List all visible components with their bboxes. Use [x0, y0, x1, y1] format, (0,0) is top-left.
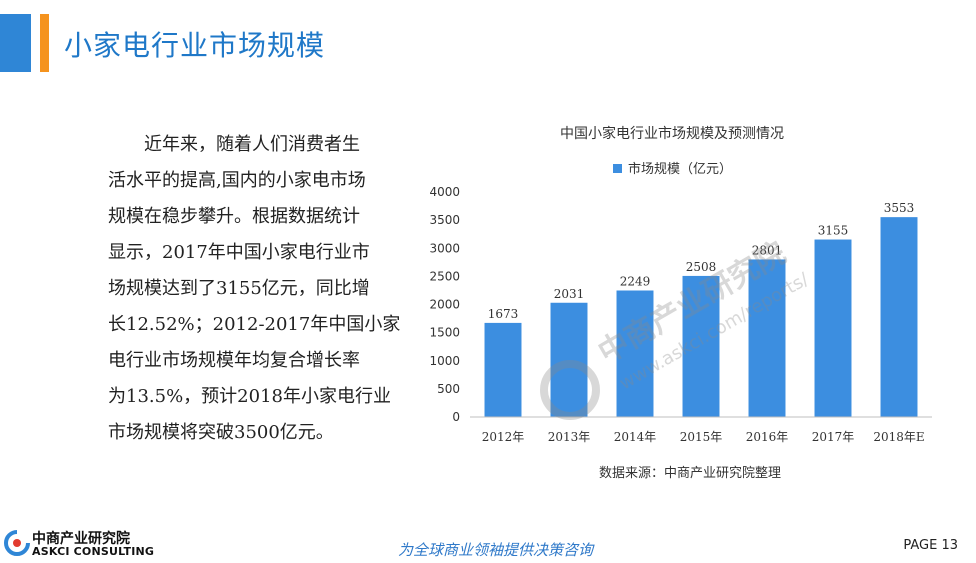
y-tick-label: 0: [452, 410, 460, 424]
x-tick-label: 2016年: [746, 430, 789, 444]
x-tick-label: 2017年: [812, 430, 855, 444]
footer-slogan: 为全球商业领袖提供决策咨询: [398, 541, 594, 559]
x-tick-label: 2013年: [548, 430, 591, 444]
x-tick-label: 2015年: [680, 430, 723, 444]
bar: [616, 290, 654, 417]
chart-title: 中国小家电行业市场规模及预测情况: [560, 125, 784, 142]
body-line: 为13.5%，预计2018年小家电行业: [108, 386, 391, 407]
y-tick-label: 4000: [429, 185, 460, 199]
x-tick-label: 2014年: [614, 430, 657, 444]
bar-value-label: 2249: [620, 274, 651, 288]
bar-value-label: 3155: [818, 224, 849, 238]
bar-group: 1673 2031 2249 2508 2801 3155 3553: [484, 201, 918, 417]
body-line: 场规模达到了3155亿元，同比增: [108, 278, 370, 299]
body-paragraph: 近年来，随着人们消费者生 活水平的提高,国内的小家电市场 规模在稳步攀升。根据数…: [108, 127, 400, 451]
logo-cn-text: 中商产业研究院: [32, 531, 130, 547]
body-line: 近年来，随着人们消费者生: [108, 134, 360, 155]
bar: [682, 275, 720, 417]
body-line: 活水平的提高,国内的小家电市场: [108, 170, 366, 191]
body-line: 规模在稳步攀升。根据数据统计: [108, 206, 360, 227]
body-line: 长12.52%；2012-2017年中国小家: [108, 314, 401, 335]
y-tick-label: 1500: [429, 326, 460, 340]
header-accent-blue-bar: [0, 14, 31, 72]
askci-logo-icon: [4, 530, 30, 556]
x-tick-label: 2018年E: [873, 430, 924, 444]
bar: [880, 217, 918, 417]
x-axis: 2012年 2013年 2014年 2015年 2016年 2017年 2018年E: [482, 430, 925, 444]
bar-value-label: 1673: [488, 307, 519, 321]
page-title: 小家电行业市场规模: [64, 29, 326, 62]
y-tick-label: 3000: [429, 241, 460, 255]
logo-en-text: ASKCI CONSULTING: [32, 545, 155, 558]
footer-logo: 中商产业研究院 ASKCI CONSULTING: [4, 524, 154, 560]
x-tick-label: 2012年: [482, 430, 525, 444]
bar-value-label: 3553: [884, 201, 915, 215]
body-line: 显示，2017年中国小家电行业市: [108, 242, 370, 263]
legend-swatch: [613, 164, 622, 173]
y-tick-label: 2000: [429, 298, 460, 312]
bar: [550, 302, 588, 417]
bar: [814, 239, 852, 417]
market-size-bar-chart: 中国小家电行业市场规模及预测情况 市场规模（亿元） 0 500 1000 1500 20…: [429, 125, 932, 481]
y-tick-label: 3500: [429, 213, 460, 227]
bar-value-label: 2508: [686, 260, 717, 274]
bar-value-label: 2031: [554, 287, 585, 301]
header-accent-orange-bar: [40, 14, 49, 72]
y-axis: 0 500 1000 1500 2000 2500 3000 3500 4000: [429, 185, 460, 424]
y-tick-label: 2500: [429, 269, 460, 283]
y-tick-label: 1000: [429, 354, 460, 368]
watermark-logo-mark: [540, 360, 600, 420]
body-line: 市场规模将突破3500亿元。: [108, 422, 334, 443]
bar-value-label: 2801: [752, 243, 783, 257]
legend-label: 市场规模（亿元）: [628, 161, 732, 177]
y-tick-label: 500: [437, 382, 460, 396]
body-line: 电行业市场规模年均复合增长率: [108, 350, 360, 371]
bar: [484, 322, 522, 417]
source-note: 数据来源：中商产业研究院整理: [599, 466, 781, 481]
bar: [748, 259, 786, 417]
page-number: PAGE 13: [903, 538, 958, 553]
